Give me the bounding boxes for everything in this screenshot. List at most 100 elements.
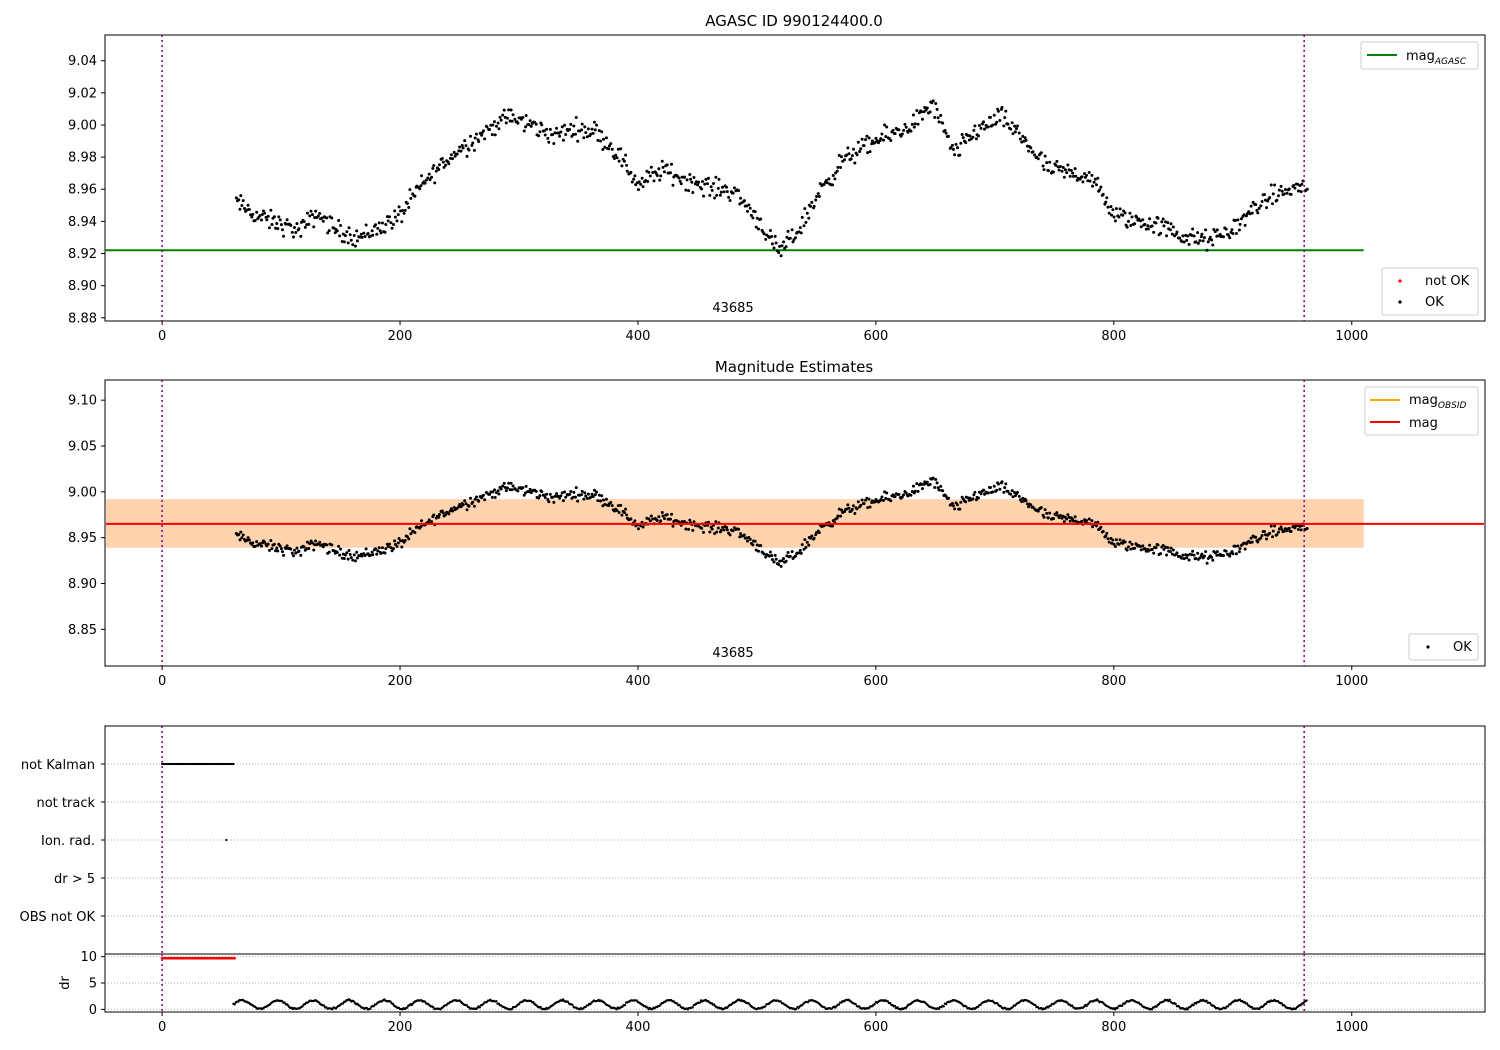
ok-point bbox=[800, 215, 804, 219]
ok-point bbox=[461, 146, 465, 150]
ok-point bbox=[889, 139, 893, 143]
ok-point bbox=[1159, 552, 1163, 556]
ok-point bbox=[764, 237, 768, 241]
dr-ok-point bbox=[1186, 1008, 1189, 1011]
ok-point bbox=[860, 137, 864, 141]
ok-point bbox=[617, 159, 621, 163]
ok-point bbox=[831, 173, 835, 177]
ok-point bbox=[1200, 232, 1204, 236]
ok-point bbox=[988, 486, 992, 490]
ok-point bbox=[1055, 159, 1059, 163]
panel-4-xtick-label: 0 bbox=[158, 1020, 166, 1035]
ok-point bbox=[272, 215, 276, 219]
ok-point bbox=[788, 236, 792, 240]
ok-point bbox=[708, 193, 712, 197]
ok-point bbox=[955, 146, 959, 150]
ok-point bbox=[937, 488, 941, 492]
ok-point bbox=[1058, 165, 1062, 169]
ok-point bbox=[427, 172, 431, 176]
ok-point bbox=[464, 144, 468, 148]
ok-point bbox=[592, 488, 596, 492]
ok-point bbox=[457, 149, 461, 153]
ok-point bbox=[506, 116, 510, 120]
ok-point bbox=[1162, 224, 1166, 228]
ok-point bbox=[1013, 130, 1017, 134]
panel-4-ytick-label: 0 bbox=[89, 1003, 97, 1018]
ok-point bbox=[584, 494, 588, 498]
ok-point bbox=[524, 484, 528, 488]
ok-point bbox=[1110, 213, 1114, 217]
ok-point bbox=[396, 541, 400, 545]
ok-point bbox=[598, 499, 602, 503]
ok-point bbox=[255, 210, 259, 214]
ok-point bbox=[1090, 519, 1094, 523]
dr-ok-point bbox=[1305, 999, 1308, 1002]
ok-point bbox=[275, 221, 279, 225]
ok-point bbox=[1027, 505, 1031, 509]
ok-point bbox=[305, 211, 309, 215]
ok-point bbox=[812, 204, 816, 208]
ok-point bbox=[299, 234, 303, 238]
ok-point bbox=[307, 547, 311, 551]
ok-point bbox=[870, 139, 874, 143]
ok-point bbox=[263, 540, 267, 544]
ok-point bbox=[491, 123, 495, 127]
panel-2-xtick-label: 800 bbox=[1101, 674, 1126, 689]
ok-point bbox=[773, 553, 777, 557]
ok-point bbox=[679, 182, 683, 186]
ok-point bbox=[451, 157, 455, 161]
dr-ok-point bbox=[1174, 1002, 1177, 1006]
ok-point bbox=[516, 121, 520, 125]
ok-point bbox=[335, 229, 339, 233]
ok-point bbox=[537, 496, 541, 500]
panel-2-legend-points: OK bbox=[1408, 633, 1479, 661]
dr-ok-point bbox=[1245, 1002, 1249, 1005]
ok-point bbox=[481, 493, 485, 497]
ok-point bbox=[1175, 551, 1179, 555]
ok-point bbox=[459, 149, 463, 153]
dr-panel: dr 0 5 10 0 200 400 600 800 1000 bbox=[58, 950, 1486, 1035]
ok-point bbox=[511, 113, 515, 117]
ok-point bbox=[1096, 176, 1100, 180]
ok-point bbox=[651, 171, 655, 175]
ok-point bbox=[866, 151, 870, 155]
ok-point bbox=[302, 545, 306, 549]
ok-point bbox=[1208, 235, 1212, 239]
ok-point bbox=[794, 554, 798, 558]
dr-ok-point bbox=[676, 1002, 679, 1005]
ok-point bbox=[449, 153, 453, 157]
ok-point bbox=[641, 525, 645, 529]
ok-point bbox=[307, 222, 311, 226]
ok-point bbox=[1268, 531, 1272, 535]
ok-point bbox=[786, 551, 790, 555]
ok-point bbox=[590, 492, 594, 496]
ok-point bbox=[913, 122, 917, 126]
ok-point bbox=[395, 219, 399, 223]
ok-point bbox=[689, 177, 693, 181]
ok-point bbox=[420, 519, 424, 523]
ok-point bbox=[465, 154, 469, 158]
dr-ok-point bbox=[1066, 1001, 1069, 1005]
ok-point bbox=[976, 134, 980, 138]
ok-point bbox=[1058, 514, 1062, 518]
ok-point bbox=[1021, 496, 1025, 500]
ok-point bbox=[545, 492, 549, 496]
ok-point bbox=[524, 125, 528, 129]
ok-point bbox=[376, 226, 380, 230]
panel-2-xtick-label: 1000 bbox=[1335, 674, 1368, 689]
ok-point bbox=[941, 121, 945, 125]
ok-point bbox=[504, 121, 508, 125]
ok-point bbox=[1094, 183, 1098, 187]
ok-point bbox=[537, 134, 541, 138]
ok-point bbox=[464, 502, 468, 506]
ok-point bbox=[659, 174, 663, 178]
ok-point bbox=[1106, 205, 1110, 209]
ok-point bbox=[911, 113, 915, 117]
ok-point bbox=[434, 169, 438, 173]
ok-point bbox=[778, 244, 782, 248]
ok-point bbox=[1186, 234, 1190, 238]
ok-point bbox=[393, 209, 397, 213]
ok-point bbox=[499, 118, 503, 122]
ok-point bbox=[677, 176, 681, 180]
ok-point bbox=[1236, 544, 1240, 548]
